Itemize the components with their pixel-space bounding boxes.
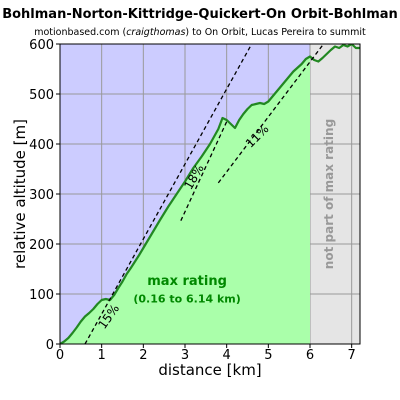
profile-area — [60, 56, 310, 344]
subtitle-part-1: motionbased.com ( — [34, 27, 126, 38]
y-tick-label: 300 — [29, 188, 54, 203]
y-tick-label: 100 — [29, 288, 54, 303]
subtitle-part-3: ) to On Orbit, Lucas Pereira to summit — [185, 27, 366, 38]
y-axis-label: relative altitude [m] — [11, 119, 29, 269]
axes: 0 1 2 3 4 5 6 7 0 100 200 300 400 500 600 — [29, 38, 361, 363]
y-tick-label: 200 — [29, 238, 54, 253]
y-tick-label: 400 — [29, 138, 54, 153]
x-axis-label: distance [km] — [158, 361, 261, 379]
grade-line-11pct — [217, 44, 325, 184]
x-tick-label: 3 — [181, 348, 189, 363]
excluded-zone-label: not part of max rating — [322, 119, 336, 269]
x-tick-label: 7 — [348, 348, 356, 363]
max-rating-label: max rating — [147, 274, 227, 289]
subtitle-part-2: craigthomas — [126, 27, 185, 38]
x-tick-label: 5 — [264, 348, 272, 363]
profile-line — [60, 44, 360, 344]
x-tick-label: 4 — [223, 348, 231, 363]
chart-subtitle: motionbased.com (craigthomas) to On Orbi… — [34, 27, 366, 38]
y-tick-label: 600 — [29, 38, 54, 53]
x-tick-label: 6 — [306, 348, 314, 363]
plot-area: 15%18%11%max rating(0.16 to 6.14 km)not … — [60, 44, 360, 344]
chart-title: Bohlman-Norton-Kittridge-Quickert-On Orb… — [2, 7, 398, 22]
x-tick-label: 2 — [139, 348, 147, 363]
x-tick-label: 0 — [56, 348, 64, 363]
max-rating-range: (0.16 to 6.14 km) — [133, 293, 240, 306]
y-tick-label: 500 — [29, 88, 54, 103]
y-tick-label: 0 — [46, 338, 54, 353]
x-tick-label: 1 — [98, 348, 106, 363]
